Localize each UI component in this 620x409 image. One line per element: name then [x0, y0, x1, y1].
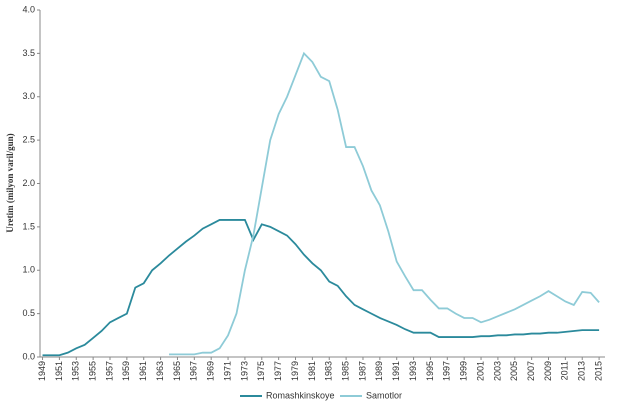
x-tick-label: 1993 [408, 361, 418, 381]
x-tick-label: 1953 [71, 361, 81, 381]
x-tick-label: 2011 [560, 361, 570, 380]
x-tick-label: 2007 [526, 361, 536, 381]
y-tick-label: 0.0 [22, 351, 35, 361]
x-tick-label: 2015 [593, 361, 603, 381]
series-line [169, 51, 600, 356]
x-tick-label: 1987 [357, 361, 367, 381]
x-tick-label: 1973 [239, 361, 249, 381]
y-tick-label: 3.0 [22, 91, 35, 101]
x-tick-label: 1971 [222, 361, 232, 381]
legend-label: Romashkinskoye [266, 390, 335, 400]
x-tick-label: 1975 [256, 361, 266, 381]
y-tick-label: 2.0 [22, 178, 35, 188]
y-tick-label: 3.5 [22, 48, 35, 58]
x-tick-label: 1963 [155, 361, 165, 381]
y-tick-label: 1.5 [22, 221, 35, 231]
x-tick-label: 1959 [121, 361, 131, 381]
x-tick-label: 1985 [340, 361, 350, 381]
x-tick-label: 2003 [492, 361, 502, 381]
x-tick-label: 1999 [459, 361, 469, 381]
x-tick-label: 2005 [509, 361, 519, 381]
y-tick-label: 4.0 [22, 4, 35, 14]
x-tick-label: 1957 [104, 361, 114, 381]
x-tick-label: 1969 [206, 361, 216, 381]
x-tick-label: 1977 [273, 361, 283, 381]
y-tick-label: 2.5 [22, 135, 35, 145]
x-tick-label: 1967 [189, 361, 199, 381]
x-tick-label: 1949 [37, 361, 47, 381]
x-tick-label: 1979 [290, 361, 300, 381]
x-tick-label: 1983 [324, 361, 334, 381]
legend-label: Samotlor [366, 390, 402, 400]
x-tick-label: 1965 [172, 361, 182, 381]
y-tick-label: 0.5 [22, 308, 35, 318]
series-line [42, 219, 600, 357]
x-tick-label: 1951 [54, 361, 64, 381]
y-axis-label: Uretim (milyon varil/gun) [5, 133, 15, 232]
x-tick-label: 2001 [475, 361, 485, 381]
x-tick-label: 1989 [374, 361, 384, 381]
x-tick-label: 1995 [425, 361, 435, 381]
x-tick-label: 1997 [442, 361, 452, 381]
x-tick-label: 2009 [543, 361, 553, 381]
x-tick-label: 2013 [577, 361, 587, 381]
y-tick-label: 1.0 [22, 265, 35, 275]
x-tick-label: 1991 [391, 361, 401, 381]
x-tick-label: 1955 [88, 361, 98, 381]
x-tick-label: 1981 [307, 361, 317, 381]
x-tick-label: 1961 [138, 361, 148, 381]
